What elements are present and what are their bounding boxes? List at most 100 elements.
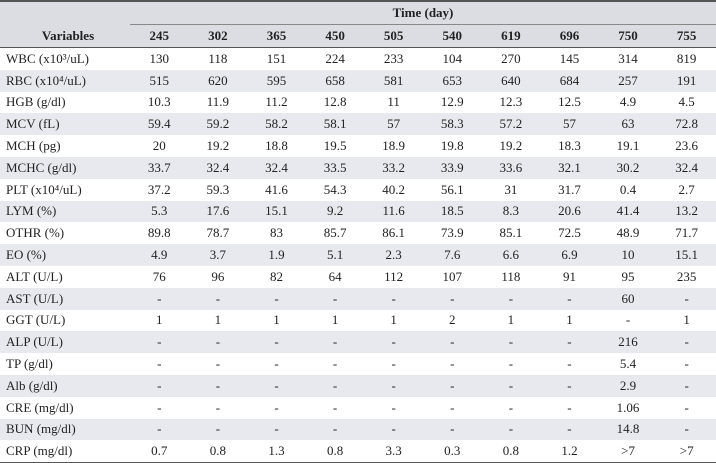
cell-value: 0.8 xyxy=(188,440,248,463)
cell-value: 1 xyxy=(566,312,573,328)
cell-value: 6.6 xyxy=(481,244,541,266)
cell-value: 0.7 xyxy=(130,440,189,463)
cell-value: 57 xyxy=(364,113,423,136)
table-row: TP (g/dl) - - - - - - - - 5.4 - xyxy=(0,353,716,375)
cell-value: 233 xyxy=(383,50,404,66)
cell-value: 20.6 xyxy=(540,200,599,223)
cell-value: 3.7 xyxy=(188,244,248,266)
cell-value: 41.6 xyxy=(265,181,288,197)
day-header: 696 xyxy=(540,24,599,48)
group-header-row: Time (day) xyxy=(0,0,716,25)
cell-value: 11.2 xyxy=(265,94,288,110)
cell-value: 5.1 xyxy=(305,244,365,266)
cell-value: - xyxy=(130,374,189,397)
cell-value: 48.9 xyxy=(616,225,640,241)
cell-value: 12.3 xyxy=(499,94,523,110)
cell-value: - xyxy=(540,374,599,397)
day-header: 755 xyxy=(657,24,716,48)
cell-value: 32.4 xyxy=(188,156,248,179)
cell-value: 104 xyxy=(442,50,463,66)
day-header: 505 xyxy=(364,24,423,48)
cell-value: 31.7 xyxy=(558,181,581,197)
cell-value: 515 xyxy=(130,69,189,92)
cell-value: 1.3 xyxy=(247,440,306,463)
cell-value: - xyxy=(130,331,189,354)
variable-name: WBC (x10³/uL) xyxy=(6,50,89,66)
cell-value: - xyxy=(684,399,689,415)
cell-value: - xyxy=(188,287,248,310)
cell-value: - xyxy=(305,374,365,397)
table-row: PLT (x10⁴/uL) 37.2 59.3 41.6 54.3 40.2 56.1 31 3… xyxy=(0,179,716,201)
cell-value: >7 xyxy=(598,440,658,463)
cell-value: 1 xyxy=(507,312,515,328)
cell-value: 19.1 xyxy=(616,138,640,154)
cell-value: 581 xyxy=(364,69,423,92)
cell-value: 12.8 xyxy=(323,94,347,110)
cell-value: 33.9 xyxy=(422,156,482,179)
cell-value: 658 xyxy=(305,69,365,92)
cell-value: 107 xyxy=(442,268,463,284)
cell-value: - xyxy=(567,399,572,415)
cell-value: - xyxy=(364,374,423,397)
cell-value: 82 xyxy=(269,268,283,284)
cell-value: 20 xyxy=(152,138,166,154)
cell-value: 63 xyxy=(598,113,658,136)
cell-value: 33.7 xyxy=(130,156,189,179)
cell-value: 78.7 xyxy=(206,225,230,241)
cell-value: >7 xyxy=(657,440,716,463)
cell-value: - xyxy=(540,418,599,441)
cell-value: 33.2 xyxy=(364,156,423,179)
cell-value: 95 xyxy=(621,268,635,284)
cell-value: - xyxy=(657,331,716,354)
variable-name: MCHC (g/dl) xyxy=(0,156,130,179)
cell-value: 13.2 xyxy=(657,200,716,223)
cell-value: 60 xyxy=(598,287,658,310)
blank-cell xyxy=(0,0,130,25)
cell-value: 18.3 xyxy=(558,138,581,154)
cell-value: 85.7 xyxy=(323,225,347,241)
table-row: CRP (mg/dl) 0.7 0.8 1.3 0.8 3.3 0.3 0.8 1.2 >7 >7 xyxy=(0,440,716,463)
cell-value: 0.4 xyxy=(619,181,637,197)
cell-value: 12.9 xyxy=(440,94,464,110)
variable-name: LYM (%) xyxy=(0,200,130,223)
cell-value: 59.4 xyxy=(130,113,189,136)
cell-value: 4.9 xyxy=(130,244,189,266)
cell-value: 2.9 xyxy=(598,374,658,397)
cell-value: 31 xyxy=(504,181,518,197)
cell-value: 41.4 xyxy=(598,200,658,223)
cell-value: 130 xyxy=(149,50,170,66)
cell-value: 11.9 xyxy=(206,94,230,110)
cell-value: 151 xyxy=(266,50,287,66)
cell-value: - xyxy=(215,399,221,415)
cell-value: 224 xyxy=(325,50,345,66)
variable-name: ALP (U/L) xyxy=(0,331,130,354)
cell-value: - xyxy=(481,331,541,354)
cell-value: 235 xyxy=(676,268,697,284)
cell-value: 19.8 xyxy=(440,138,464,154)
variable-name: GGT (U/L) xyxy=(6,312,66,328)
cell-value: 59.3 xyxy=(206,181,230,197)
cell-value: - xyxy=(481,374,541,397)
cell-value: - xyxy=(305,287,365,310)
day-header: 450 xyxy=(305,24,365,48)
cell-value: 620 xyxy=(188,69,248,92)
table-row: LYM (%) 5.3 17.6 15.1 9.2 11.6 18.5 8.3 20.6 41.4… xyxy=(0,200,716,223)
cell-value: 9.2 xyxy=(305,200,365,223)
cell-value: 1.2 xyxy=(540,440,599,463)
cell-value: 8.3 xyxy=(481,200,541,223)
table-row: GGT (U/L) 1 1 1 1 1 2 1 1 - 1 xyxy=(0,310,716,332)
variable-name: CRP (mg/dl) xyxy=(0,440,130,463)
cell-value: - xyxy=(481,287,541,310)
cell-value: - xyxy=(364,418,423,441)
variable-name: EO (%) xyxy=(0,244,130,266)
cell-value: 58.2 xyxy=(247,113,306,136)
cell-value: 18.5 xyxy=(422,200,482,223)
table-row: BUN (mg/dl) - - - - - - - -14.8- xyxy=(0,418,716,441)
day-header: 302 xyxy=(188,24,248,48)
cell-value: - xyxy=(364,287,423,310)
table-row: ALT (U/L) 76 96 82 64 112 107 118 91 95 235 xyxy=(0,266,716,288)
cell-value: 32.4 xyxy=(247,156,306,179)
cell-value: - xyxy=(625,312,631,328)
cell-value: 1.9 xyxy=(247,244,306,266)
variable-name: BUN (mg/dl) xyxy=(0,418,130,441)
